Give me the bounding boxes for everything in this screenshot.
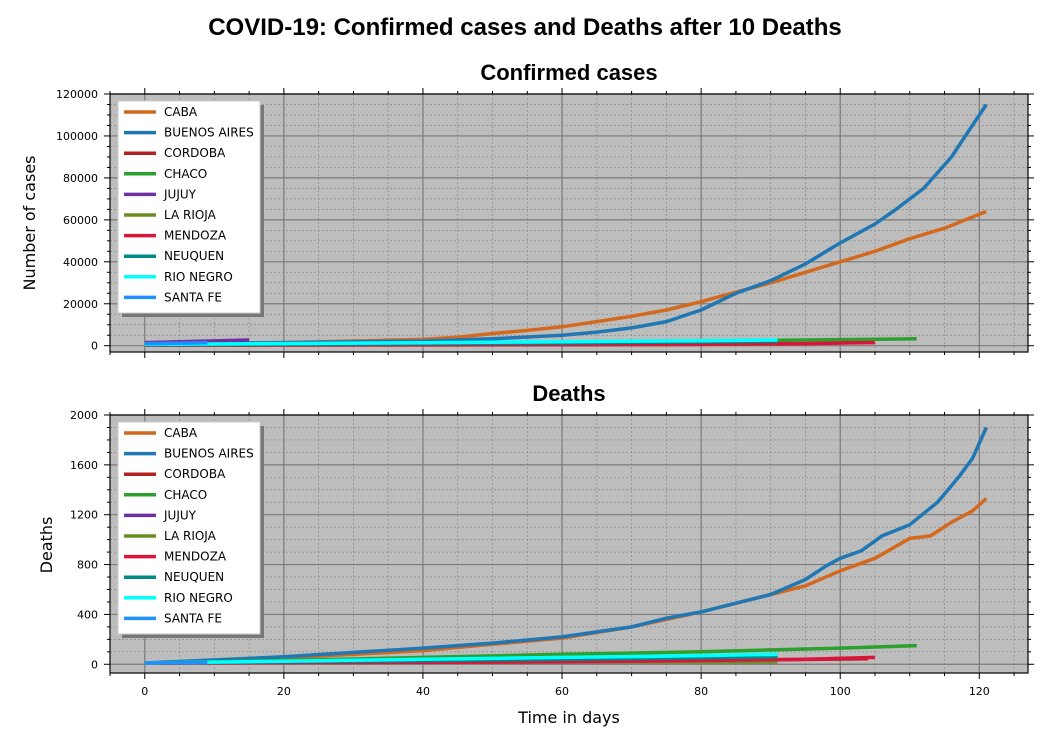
- series-line-rio-negro: [144, 338, 778, 347]
- legend-entry: RIO NEGRO: [164, 591, 233, 605]
- y-tick-label: 800: [77, 559, 98, 572]
- y-tick-label: 2000: [70, 409, 98, 422]
- figure-title: COVID-19: Confirmed cases and Deaths aft…: [208, 14, 842, 41]
- y-tick-labels: 0 400 800 1200 1600 2000: [70, 409, 98, 671]
- plot-frame: [109, 93, 1029, 353]
- tick-marks: [104, 88, 1034, 358]
- y-tick-label: 80000: [63, 172, 98, 185]
- y-tick-label: 1600: [70, 459, 98, 472]
- legend-entry: LA RIOJA: [164, 529, 217, 543]
- y-axis-label: Deaths: [37, 517, 56, 574]
- y-tick-label: 0: [91, 658, 98, 671]
- y-tick-label: 40000: [63, 256, 98, 269]
- legend-entry: CABA: [164, 105, 198, 119]
- series-line-caba: [144, 497, 988, 665]
- tick-marks: [104, 409, 1034, 679]
- legend-entry: NEUQUEN: [164, 570, 224, 584]
- y-tick-label: 1200: [70, 509, 98, 522]
- x-tick-label: 120: [969, 685, 990, 698]
- legend-entry: CORDOBA: [164, 146, 226, 160]
- x-tick-label: 20: [277, 685, 291, 698]
- legend-entry: CABA: [164, 426, 198, 440]
- legend-entry: LA RIOJA: [164, 208, 217, 222]
- x-tick-label: 40: [416, 685, 430, 698]
- legend-entry: SANTA FE: [164, 611, 222, 625]
- x-axis-label: Time in days: [517, 708, 620, 727]
- legend-entry: MENDOZA: [164, 550, 227, 564]
- legend: CABA BUENOS AIRES CORDOBA CHACO JUJUY LA RIOJ…: [117, 421, 264, 638]
- chart-panel-deaths: Deaths 0 400 800 1200 1600 2000 0 20 40 60 80 100 1…: [37, 381, 1034, 698]
- legend-entry: SANTA FE: [164, 290, 222, 304]
- x-tick-label: 0: [141, 685, 148, 698]
- x-tick-label: 100: [830, 685, 851, 698]
- y-tick-labels: 0 20000 40000 60000 80000 100000 120000: [56, 88, 98, 353]
- chart-panel-confirmed: Confirmed cases 0 20000 40000 60000 80000 100…: [20, 60, 1034, 358]
- x-tick-label: 60: [555, 685, 569, 698]
- series-lines: [144, 103, 988, 347]
- y-tick-label: 20000: [63, 298, 98, 311]
- series-line-santa-fe: [144, 341, 208, 346]
- y-axis-label: Number of cases: [20, 156, 39, 291]
- x-tick-label: 80: [694, 685, 708, 698]
- x-tick-labels: 0 20 40 60 80 100 120: [141, 685, 990, 698]
- series-line-caba: [144, 209, 987, 346]
- legend-entry: CHACO: [164, 488, 207, 502]
- series-lines: [144, 426, 988, 665]
- series-line-rio-negro: [144, 652, 778, 665]
- legend-entry: CORDOBA: [164, 467, 226, 481]
- chart-title: Deaths: [532, 381, 605, 406]
- series-line-buenos-aires: [144, 426, 988, 665]
- y-tick-label: 0: [91, 340, 98, 353]
- legend-entry: JUJUY: [163, 187, 197, 201]
- y-tick-label: 100000: [56, 130, 98, 143]
- series-line-santa-fe: [144, 660, 208, 665]
- legend: CABA BUENOS AIRES CORDOBA CHACO JUJUY LA RIOJ…: [117, 100, 264, 317]
- legend-entry: BUENOS AIRES: [164, 447, 254, 461]
- legend-entry: RIO NEGRO: [164, 270, 233, 284]
- legend-entry: BUENOS AIRES: [164, 126, 254, 140]
- y-tick-label: 400: [77, 608, 98, 621]
- plot-frame: [109, 414, 1029, 674]
- y-tick-label: 120000: [56, 88, 98, 101]
- legend-entry: JUJUY: [163, 508, 197, 522]
- legend-entry: MENDOZA: [164, 229, 227, 243]
- legend-entry: NEUQUEN: [164, 249, 224, 263]
- legend-entry: CHACO: [164, 167, 207, 181]
- chart-title: Confirmed cases: [480, 60, 657, 85]
- y-tick-label: 60000: [63, 214, 98, 227]
- series-line-buenos-aires: [144, 103, 988, 346]
